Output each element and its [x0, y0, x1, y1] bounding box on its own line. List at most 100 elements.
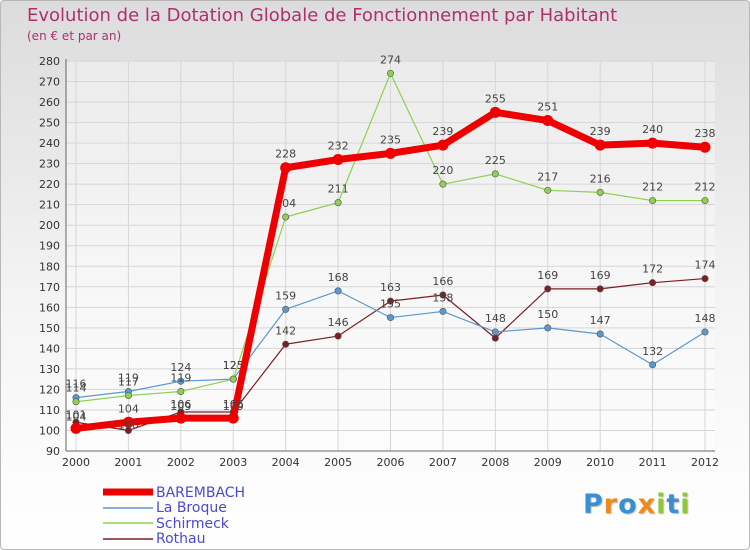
- data-point-schirmeck: [386, 69, 394, 77]
- data-label-schirmeck: 217: [537, 170, 558, 183]
- data-label-schirmeck: 274: [380, 53, 401, 66]
- data-label-la-broque: 155: [380, 298, 401, 311]
- y-tick-label: 190: [39, 240, 60, 253]
- data-label-barembach: 228: [275, 148, 296, 161]
- chart-title: Evolution de la Dotation Globale de Fonc…: [27, 5, 618, 26]
- y-tick-label: 270: [39, 76, 60, 89]
- x-tick-label: 2008: [481, 456, 509, 469]
- data-label-la-broque: 150: [537, 308, 558, 321]
- x-tick-label: 2010: [586, 456, 614, 469]
- y-tick-label: 110: [39, 404, 60, 417]
- data-point-rothau: [491, 334, 499, 342]
- data-point-la-broque: [282, 305, 290, 313]
- x-tick-label: 2004: [272, 456, 300, 469]
- y-tick-label: 240: [39, 137, 60, 150]
- data-point-la-broque: [334, 287, 342, 295]
- data-label-schirmeck: 225: [485, 154, 506, 167]
- data-label-barembach: 104: [118, 402, 139, 415]
- data-label-schirmeck: 119: [170, 371, 191, 384]
- x-tick-label: 2002: [167, 456, 195, 469]
- data-point-barembach: [175, 412, 187, 424]
- x-tick-label: 2007: [429, 456, 457, 469]
- data-label-barembach: 239: [432, 125, 453, 138]
- data-label-barembach: 235: [380, 133, 401, 146]
- x-tick-label: 2001: [114, 456, 142, 469]
- data-label-la-broque: 124: [170, 361, 191, 374]
- data-label-la-broque: 159: [275, 289, 296, 302]
- y-tick-label: 120: [39, 383, 60, 396]
- data-label-rothau: 109: [223, 400, 244, 413]
- data-point-rothau: [649, 279, 657, 287]
- y-tick-label: 150: [39, 322, 60, 335]
- data-point-barembach: [280, 162, 292, 174]
- chart-subtitle: (en € et par an): [27, 29, 122, 43]
- data-point-rothau: [439, 291, 447, 299]
- y-tick-label: 100: [39, 424, 60, 437]
- data-label-barembach: 255: [485, 92, 506, 105]
- data-point-barembach: [122, 416, 134, 428]
- data-label-rothau: 169: [537, 269, 558, 282]
- data-label-rothau: 142: [275, 324, 296, 337]
- data-point-rothau: [596, 285, 604, 293]
- data-point-la-broque: [439, 307, 447, 315]
- data-point-barembach: [489, 106, 501, 118]
- data-label-schirmeck: 211: [328, 183, 349, 196]
- data-point-schirmeck: [177, 387, 185, 395]
- legend-label-la-broque: La Broque: [156, 500, 227, 516]
- data-label-barembach: 106: [170, 398, 191, 411]
- y-tick-label: 180: [39, 260, 60, 273]
- x-tick-label: 2003: [219, 456, 247, 469]
- data-label-rothau: 100: [118, 418, 139, 431]
- y-tick-label: 220: [39, 178, 60, 191]
- data-point-barembach: [699, 141, 711, 153]
- data-label-barembach: 240: [642, 123, 663, 136]
- data-point-barembach: [542, 115, 554, 127]
- data-label-la-broque: 158: [432, 291, 453, 304]
- data-label-barembach: 106: [223, 398, 244, 411]
- y-tick-label: 280: [39, 55, 60, 68]
- data-label-schirmeck: 216: [590, 172, 611, 185]
- data-label-schirmeck: 212: [642, 181, 663, 194]
- data-label-rothau: 163: [380, 281, 401, 294]
- x-tick-label: 2012: [691, 456, 719, 469]
- x-tick-label: 2011: [639, 456, 667, 469]
- data-point-schirmeck: [72, 398, 80, 406]
- data-point-la-broque: [544, 324, 552, 332]
- legend-label-schirmeck: Schirmeck: [156, 516, 229, 532]
- data-point-barembach: [332, 154, 344, 166]
- data-label-rothau: 146: [328, 316, 349, 329]
- data-label-schirmeck: 117: [118, 376, 139, 389]
- data-point-rothau: [386, 297, 394, 305]
- data-label-rothau: 174: [695, 259, 716, 272]
- data-label-la-broque: 132: [642, 345, 663, 358]
- data-label-schirmeck: 125: [223, 359, 244, 372]
- data-label-barembach: 238: [695, 127, 716, 140]
- data-point-barembach: [70, 422, 82, 434]
- data-point-la-broque: [649, 361, 657, 369]
- data-label-rothau: 169: [590, 269, 611, 282]
- data-point-rothau: [282, 340, 290, 348]
- data-point-barembach: [647, 137, 659, 149]
- data-point-rothau: [334, 332, 342, 340]
- x-tick-label: 2009: [534, 456, 562, 469]
- data-point-schirmeck: [124, 392, 132, 400]
- data-point-la-broque: [386, 314, 394, 322]
- data-label-la-broque: 148: [695, 312, 716, 325]
- data-point-rothau: [544, 285, 552, 293]
- x-tick-label: 2000: [62, 456, 90, 469]
- data-label-barembach: 101: [66, 408, 87, 421]
- data-point-la-broque: [596, 330, 604, 338]
- data-point-barembach: [437, 139, 449, 151]
- data-label-rothau: 166: [432, 275, 453, 288]
- data-label-la-broque: 168: [328, 271, 349, 284]
- y-tick-label: 140: [39, 342, 60, 355]
- data-point-barembach: [227, 412, 239, 424]
- data-point-schirmeck: [282, 213, 290, 221]
- data-point-schirmeck: [701, 197, 709, 205]
- data-label-la-broque: 148: [485, 312, 506, 325]
- y-tick-label: 200: [39, 219, 60, 232]
- data-label-la-broque: 147: [590, 314, 611, 327]
- y-tick-label: 90: [46, 445, 60, 458]
